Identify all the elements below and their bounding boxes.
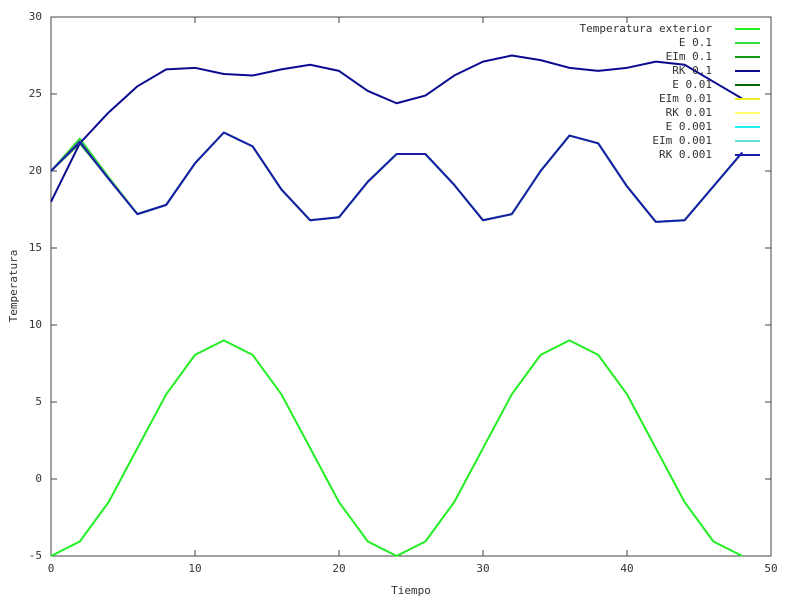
x-axis-label: Tiempo xyxy=(391,584,431,597)
x-tick-label: 40 xyxy=(620,562,633,575)
legend-label: EIm 0.1 xyxy=(666,50,712,63)
series-line xyxy=(50,131,743,223)
legend-label: EIm 0.01 xyxy=(659,92,712,105)
series-line xyxy=(50,339,743,557)
plot-frame xyxy=(50,16,772,557)
y-tick-label: 25 xyxy=(29,87,42,100)
x-tick-label: 0 xyxy=(48,562,55,575)
y-tick-label: 0 xyxy=(35,472,42,485)
y-tick-label: 20 xyxy=(29,164,42,177)
legend-label: RK 0.1 xyxy=(672,64,712,77)
legend-label: E 0.001 xyxy=(666,120,712,133)
legend-label: Temperatura exterior xyxy=(580,22,713,35)
y-tick-label: 5 xyxy=(35,395,42,408)
legend-label: E 0.1 xyxy=(679,36,712,49)
legend-label: EIm 0.001 xyxy=(652,134,712,147)
x-tick-label: 10 xyxy=(188,562,201,575)
legend-label: RK 0.001 xyxy=(659,148,712,161)
x-tick-label: 20 xyxy=(332,562,345,575)
y-tick-label: 10 xyxy=(29,318,42,331)
y-tick-label: 15 xyxy=(29,241,42,254)
x-tick-label: 50 xyxy=(764,562,777,575)
legend-label: E 0.01 xyxy=(672,78,712,91)
y-tick-label: -5 xyxy=(29,549,42,562)
x-tick-label: 30 xyxy=(476,562,489,575)
legend-label: RK 0.01 xyxy=(666,106,712,119)
series-line xyxy=(50,54,743,203)
y-axis-label: Temperatura xyxy=(7,250,20,323)
y-tick-label: 30 xyxy=(29,10,42,23)
